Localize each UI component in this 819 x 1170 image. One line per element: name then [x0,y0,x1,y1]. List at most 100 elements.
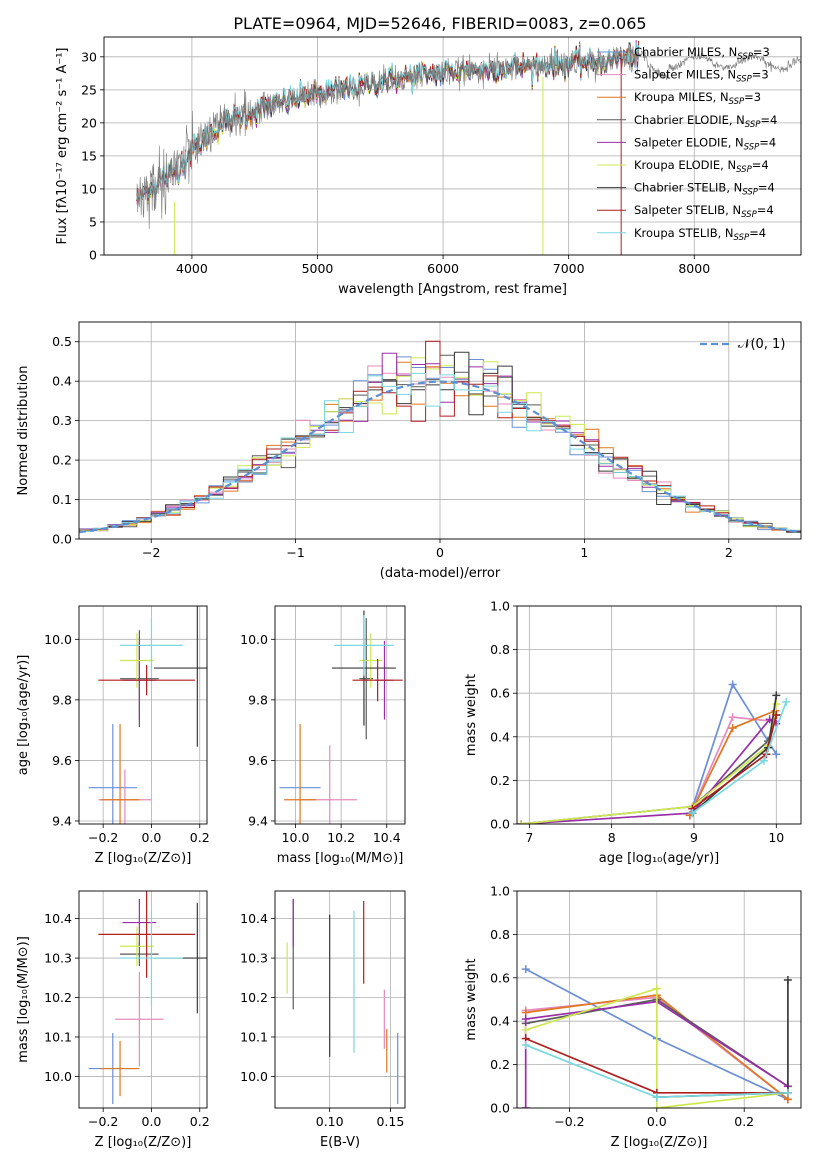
errorbar-krou_miles [100,1040,140,1097]
age_vs_Z-plot [88,606,207,824]
legend-text: Chabrier ELODIE, N [634,113,745,127]
x-tick-label: 2 [725,545,733,560]
x-tick-label: 0.2 [190,830,210,845]
age_vs_mass-plot [279,610,403,824]
x-tick-label: 0.10 [316,1114,344,1129]
legend-text: Salpeter STELIB, N [634,203,741,217]
plus-marker-chab_stelib [783,975,792,984]
y-tick-label: 0.6 [490,686,510,701]
x-tick-label: 8000 [678,261,710,276]
mass_vs_Z-panel: −0.2 0.0 0.2 10.0 10.1 10.2 10.3 10.4 Z [log₁₀(Z… [16,890,210,1150]
x-tick-label: 10 [768,830,784,845]
plus-marker-chab_miles [521,965,530,974]
y-axis-label: age [log₁₀(age/yr)] [16,655,31,776]
age_vs_Z-frame [78,605,208,825]
massweight_vs_age-panel: 7 8 9 10 0.0 0.2 0.4 0.6 0.8 1.0 age [log₁₀(age/yr… [464,599,802,866]
y-tick-label: 10.1 [44,1029,72,1044]
y-tick-label: 10.4 [240,911,268,926]
legend-subscript: SSP [734,233,750,243]
mass_vs_ebv-plot [286,898,399,1105]
x-tick-label: 8 [608,830,616,845]
legend-suffix: =4 [760,113,777,127]
histogram-krou_stelib [79,372,801,535]
x-tick-label: 0.0 [142,830,162,845]
legend-text: Kroupa MILES, N [634,90,729,104]
mass_vs_ebv-grid [275,891,405,1108]
model-spectrum-chab_stelib [136,43,639,200]
legend-label-salp_miles: Salpeter MILES, NSSP=3 [634,68,769,85]
massweight_vs_Z-panel: −0.2 0.0 0.2 0.0 0.2 0.4 0.6 0.8 1.0 Z [log₁₀(Z/Z… [464,884,802,1150]
legend-subscript: SSP [741,210,757,220]
y-tick-label: 10.0 [240,1069,268,1084]
hist-legend: 𝒩(0, 1) [700,337,785,352]
normal-curve [79,380,801,534]
plus-marker-krou_stelib [652,1093,661,1102]
massweight_vs_age-plot [517,680,791,824]
y-tick-label: 10.2 [44,990,72,1005]
y-tick-label: 10.1 [240,1029,268,1044]
errorbar-krou_elodie [359,633,383,688]
legend-suffix: =3 [752,68,769,82]
errorbar-krou_elodie [120,633,154,688]
x-tick-label: 9 [690,830,698,845]
errorbar-chab_stelib [153,606,207,747]
y-tick-label: 0.6 [490,970,510,985]
weight-line-salp_elodie [521,718,777,824]
y-tick-label: 10 [81,181,97,196]
x-tick-label: −0.2 [88,830,118,845]
y-tick-label: 0.4 [490,729,510,744]
spectrum-plot [136,40,801,255]
y-tick-label: 25 [81,82,97,97]
plus-marker-krou_stelib [782,697,791,706]
plus-marker-chab_stelib [772,691,781,700]
y-tick-label: 0.3 [52,413,72,428]
x-axis-label: Z [log₁₀(Z/Z⊙)] [95,851,192,866]
plus-marker-krou_elodie [521,1025,530,1034]
legend-text: Salpeter MILES, N [634,68,736,82]
x-tick-label: 1 [580,545,588,560]
age_vs_Z-panel: −0.2 0.0 0.2 9.4 9.6 9.8 10.0 Z [log₁₀(Z/Z⊙)] ag… [16,605,210,866]
errorbar-krou_miles [284,724,317,824]
x-tick-label: 0 [436,545,444,560]
y-tick-label: 0.8 [490,927,510,942]
y-tick-label: 0.0 [490,817,510,832]
x-axis-label: Z [log₁₀(Z/Z⊙)] [611,1135,708,1150]
legend-text: Chabrier STELIB, N [634,181,742,195]
spectrum-frame [103,36,802,256]
y-tick-label: 15 [81,148,97,163]
x-tick-label: −0.2 [554,1114,584,1129]
y-axis-label: mass weight [464,958,479,1040]
y-tick-label: 5 [89,214,97,229]
y-tick-label: 10.0 [44,632,72,647]
errorbar-salp_miles [115,971,164,1067]
y-tick-label: 0.0 [52,532,72,547]
massweight_vs_age-grid [517,605,801,825]
legend-label-chab_stelib: Chabrier STELIB, NSSP=4 [634,181,775,198]
y-tick-label: 0.4 [490,1014,510,1029]
y-tick-label: 20 [81,115,97,130]
errorbar-salp_stelib [98,891,195,978]
errorbar-salp_stelib [352,658,403,702]
legend-suffix: =4 [757,203,774,217]
plus-marker-salp_elodie [521,1104,530,1108]
legend-subscript: SSP [736,165,752,175]
massweight_vs_Z-frame [516,890,802,1109]
legend-label-chab_elodie: Chabrier ELODIE, NSSP=4 [634,113,777,130]
weight-line-krou_elodie [521,703,778,824]
legend-subscript: SSP [729,97,745,107]
errorbar-chab_miles [88,724,137,824]
x-tick-label: 0.2 [190,1114,210,1129]
y-tick-label: 0.1 [52,492,72,507]
weight-line-salp_elodie [524,1000,789,1108]
plus-marker-krou_elodie [517,820,526,824]
x-tick-label: 10.0 [282,830,310,845]
plus-marker-chab_miles [772,750,781,759]
y-tick-label: 9.8 [248,692,268,707]
residual_hist-plot [79,340,801,535]
y-tick-label: 9.8 [52,692,72,707]
x-axis-label: age [log₁₀(age/yr)] [599,851,720,866]
x-tick-label: 7 [525,830,533,845]
y-tick-label: 10.0 [240,632,268,647]
